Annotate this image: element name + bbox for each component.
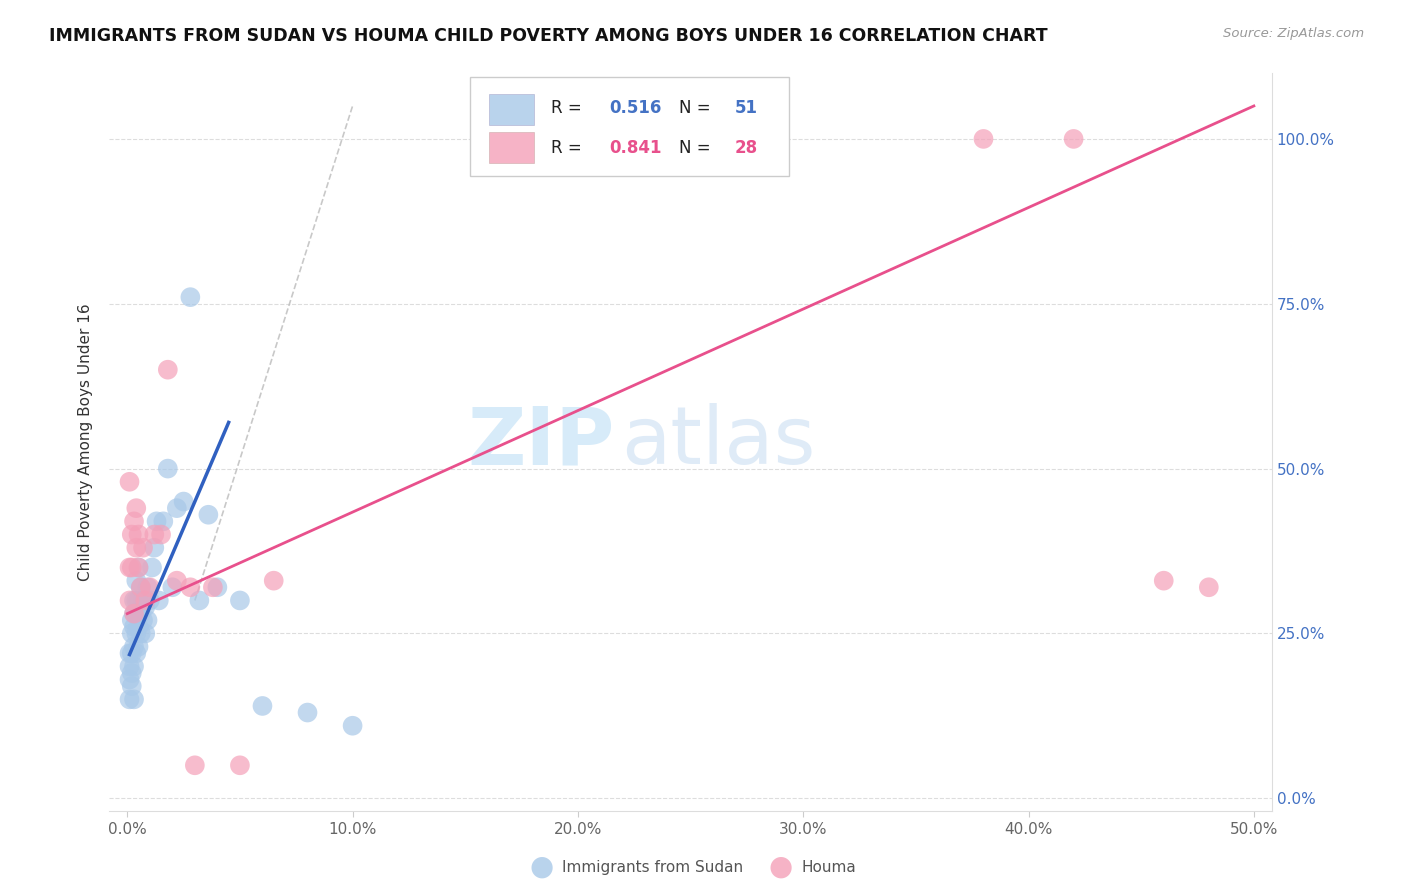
Point (132, 593, 155, 607)
Point (122, 593, 145, 607)
Point (128, 560, 150, 574)
Point (121, 613, 143, 627)
Point (134, 600, 156, 615)
Point (145, 514, 167, 528)
Point (179, 290, 201, 304)
Point (128, 527, 150, 541)
Text: atlas: atlas (621, 403, 815, 481)
Point (156, 461, 179, 475)
Point (252, 698, 274, 713)
Point (122, 514, 145, 528)
Point (179, 580, 201, 594)
Point (166, 501, 188, 516)
Point (118, 475, 141, 489)
Point (188, 593, 211, 607)
Point (972, 132, 994, 146)
Point (125, 501, 148, 516)
Text: ●: ● (529, 853, 554, 881)
Point (297, 706, 319, 720)
Point (122, 607, 145, 621)
Point (132, 613, 155, 627)
Bar (489, 94, 534, 125)
Point (125, 646, 148, 660)
Text: IMMIGRANTS FROM SUDAN VS HOUMA CHILD POVERTY AMONG BOYS UNDER 16 CORRELATION CHA: IMMIGRANTS FROM SUDAN VS HOUMA CHILD POV… (49, 27, 1047, 45)
Point (129, 626, 152, 640)
Point (201, 580, 224, 594)
Point (229, 593, 252, 607)
Point (129, 607, 152, 621)
Point (156, 362, 179, 376)
Point (125, 593, 148, 607)
Point (122, 659, 145, 673)
Text: R =: R = (551, 99, 588, 118)
Point (143, 541, 166, 555)
Text: 28: 28 (735, 139, 758, 157)
Point (1198, 580, 1220, 594)
Point (229, 758, 252, 772)
Text: R =: R = (551, 139, 588, 157)
Point (141, 560, 163, 574)
Point (166, 574, 188, 588)
Point (118, 646, 141, 660)
Text: Source: ZipAtlas.com: Source: ZipAtlas.com (1223, 27, 1364, 40)
Point (125, 541, 148, 555)
Point (173, 494, 195, 508)
Point (122, 607, 145, 621)
Point (118, 673, 141, 687)
Point (342, 719, 364, 733)
Point (136, 613, 159, 627)
Text: Houma: Houma (801, 860, 856, 874)
Point (125, 607, 148, 621)
Point (136, 580, 159, 594)
Point (121, 626, 143, 640)
Point (1153, 574, 1175, 588)
Point (125, 574, 148, 588)
Point (128, 620, 150, 634)
Point (139, 593, 162, 607)
Text: N =: N = (679, 99, 716, 118)
Point (1063, 132, 1085, 146)
Point (184, 758, 207, 772)
Point (121, 527, 143, 541)
Point (118, 593, 141, 607)
Point (118, 692, 141, 706)
Point (263, 574, 285, 588)
Point (118, 560, 141, 574)
Point (121, 679, 143, 693)
Point (134, 626, 156, 640)
Text: N =: N = (679, 139, 716, 157)
Point (152, 514, 174, 528)
Text: Immigrants from Sudan: Immigrants from Sudan (562, 860, 744, 874)
Point (197, 508, 219, 522)
Point (122, 692, 145, 706)
Point (122, 620, 145, 634)
Point (143, 527, 166, 541)
Text: 0.516: 0.516 (609, 99, 662, 118)
Point (207, 580, 229, 594)
Text: ZIP: ZIP (468, 403, 614, 481)
Point (118, 659, 141, 673)
Point (122, 640, 145, 654)
Point (162, 580, 184, 594)
Point (121, 665, 143, 680)
Point (128, 593, 150, 607)
Bar (489, 132, 534, 163)
Point (132, 541, 155, 555)
Text: ●: ● (768, 853, 793, 881)
Point (121, 560, 143, 574)
Text: 51: 51 (735, 99, 758, 118)
Point (129, 580, 152, 594)
Text: 0.841: 0.841 (609, 139, 662, 157)
Point (125, 626, 148, 640)
FancyBboxPatch shape (470, 77, 789, 177)
Point (121, 646, 143, 660)
Point (134, 593, 156, 607)
Point (128, 640, 150, 654)
Y-axis label: Child Poverty Among Boys Under 16: Child Poverty Among Boys Under 16 (79, 303, 93, 581)
Point (128, 560, 150, 574)
Point (129, 580, 152, 594)
Point (139, 580, 162, 594)
Point (148, 593, 170, 607)
Point (150, 527, 173, 541)
